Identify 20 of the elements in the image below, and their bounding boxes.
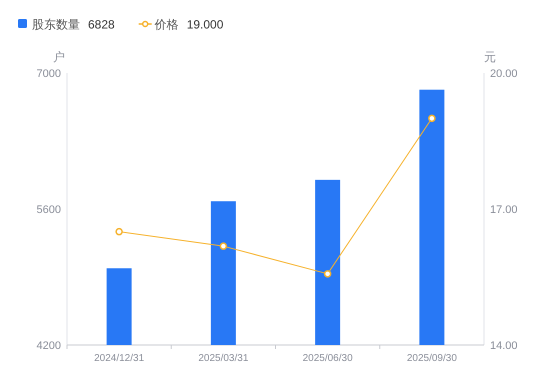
- y2-tick-label: 14.00: [490, 340, 518, 352]
- x-tick-label: 2025/06/30: [302, 353, 354, 364]
- point: [324, 270, 332, 278]
- x-tick-label: 2025/09/30: [406, 353, 458, 364]
- y-tick-label: 5600: [36, 204, 61, 216]
- y2-tick-label: 17.00: [490, 204, 518, 216]
- y2-tick-label: 20.00: [490, 68, 518, 80]
- y-tick-label: 7000: [36, 68, 61, 80]
- point: [428, 114, 436, 122]
- legend-label: 股东数量: [32, 18, 80, 32]
- point: [115, 228, 123, 236]
- y2-axis-title: 元: [484, 50, 496, 64]
- y-axis-title: 户: [53, 50, 65, 64]
- text: 19.000: [186, 18, 224, 32]
- legend-label: 价格: [154, 18, 179, 32]
- text: 6828: [88, 18, 116, 32]
- x-tick-label: 2024/12/31: [94, 353, 145, 364]
- y-tick-label: 4200: [36, 340, 61, 352]
- point: [220, 242, 228, 250]
- x-tick-label: 2025/03/31: [198, 353, 249, 364]
